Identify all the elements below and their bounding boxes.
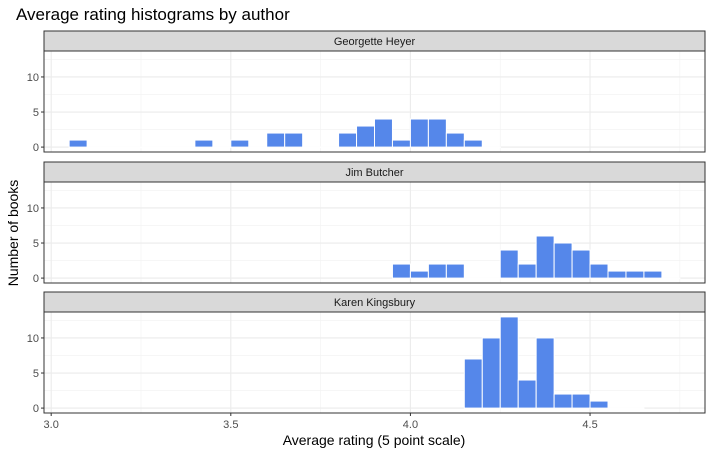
histogram-bar bbox=[463, 358, 483, 409]
x-tick-label: 4.5 bbox=[582, 419, 597, 431]
histogram-bar bbox=[517, 379, 537, 409]
histogram-bar bbox=[86, 146, 106, 149]
histogram-bar bbox=[553, 393, 573, 409]
y-tick-label: 10 bbox=[27, 72, 39, 84]
histogram-bar bbox=[320, 146, 340, 149]
histogram-bar bbox=[589, 263, 609, 279]
histogram-bar bbox=[338, 132, 358, 148]
x-axis: 3.0 3.5 4.0 4.5 bbox=[44, 413, 598, 431]
histogram-bar bbox=[409, 118, 429, 148]
histogram-bar bbox=[104, 146, 124, 149]
histogram-bar bbox=[302, 146, 322, 149]
histogram-bar bbox=[248, 146, 268, 149]
histogram-bar bbox=[391, 263, 411, 279]
y-tick-label: 5 bbox=[33, 107, 39, 119]
chart-title: Average rating histograms by author bbox=[16, 5, 290, 24]
histogram-bar bbox=[535, 235, 555, 279]
histogram-bar bbox=[625, 407, 645, 410]
histogram-bar bbox=[140, 146, 160, 149]
histogram-bar bbox=[481, 337, 501, 409]
facet-strip-label: Georgette Heyer bbox=[334, 36, 416, 48]
histogram-bar bbox=[284, 132, 304, 148]
y-tick-label: 0 bbox=[33, 142, 39, 154]
x-tick-label: 4.0 bbox=[403, 419, 418, 431]
histogram-bar bbox=[607, 270, 627, 279]
histogram-bar bbox=[517, 263, 537, 279]
panel-border bbox=[43, 311, 706, 414]
facet-strip-label: Karen Kingsbury bbox=[334, 297, 416, 309]
panel-background bbox=[44, 312, 705, 413]
facet-georgette-heyer: Georgette Heyer 0 5 10 bbox=[27, 30, 706, 154]
histogram-bar bbox=[158, 146, 178, 149]
histogram-bar bbox=[607, 407, 627, 410]
histogram-bar bbox=[230, 139, 250, 148]
histogram-bar bbox=[445, 132, 465, 148]
histogram-bar bbox=[643, 270, 663, 279]
histogram-bar bbox=[463, 277, 483, 280]
histogram-bar bbox=[463, 139, 483, 148]
y-axis-title: Number of books bbox=[5, 180, 21, 287]
histogram-bar bbox=[571, 249, 591, 279]
histogram-bar bbox=[266, 132, 286, 148]
histogram-bar bbox=[427, 118, 447, 148]
x-tick-label: 3.5 bbox=[223, 419, 238, 431]
y-tick-label: 10 bbox=[27, 333, 39, 345]
histogram-bar bbox=[661, 277, 681, 280]
histogram-bar bbox=[625, 270, 645, 279]
panel-border bbox=[43, 50, 706, 153]
histogram-bar bbox=[409, 270, 429, 279]
histogram-bar bbox=[194, 139, 214, 148]
histogram-bar bbox=[499, 316, 519, 409]
panel-border bbox=[43, 181, 706, 284]
histogram-bar bbox=[356, 125, 376, 148]
histogram-bar bbox=[589, 400, 609, 409]
histogram-bar bbox=[176, 146, 196, 149]
histogram-bar bbox=[499, 249, 519, 279]
facet-jim-butcher: Jim Butcher 0 5 10 bbox=[27, 161, 706, 285]
y-tick-label: 10 bbox=[27, 203, 39, 215]
histogram-bar bbox=[535, 337, 555, 409]
histogram-bar bbox=[68, 139, 88, 148]
x-tick-label: 3.0 bbox=[44, 419, 59, 431]
histogram-bar bbox=[553, 242, 573, 279]
facet-karen-kingsbury: Karen Kingsbury 0 5 10 bbox=[27, 291, 706, 415]
histogram-bar bbox=[445, 263, 465, 279]
histogram-bar bbox=[212, 146, 232, 149]
histogram-bar bbox=[481, 277, 501, 280]
histogram-bar bbox=[391, 139, 411, 148]
y-tick-label: 5 bbox=[33, 238, 39, 250]
facet-strip-label: Jim Butcher bbox=[345, 167, 403, 179]
y-tick-label: 5 bbox=[33, 368, 39, 380]
histogram-bar bbox=[571, 393, 591, 409]
histogram-bar bbox=[374, 118, 393, 148]
x-axis-title: Average rating (5 point scale) bbox=[283, 432, 466, 448]
histogram-bar bbox=[481, 146, 501, 149]
y-tick-label: 0 bbox=[33, 273, 39, 285]
histogram-bar bbox=[122, 146, 142, 149]
histogram-bar bbox=[427, 263, 447, 279]
y-tick-label: 0 bbox=[33, 403, 39, 415]
